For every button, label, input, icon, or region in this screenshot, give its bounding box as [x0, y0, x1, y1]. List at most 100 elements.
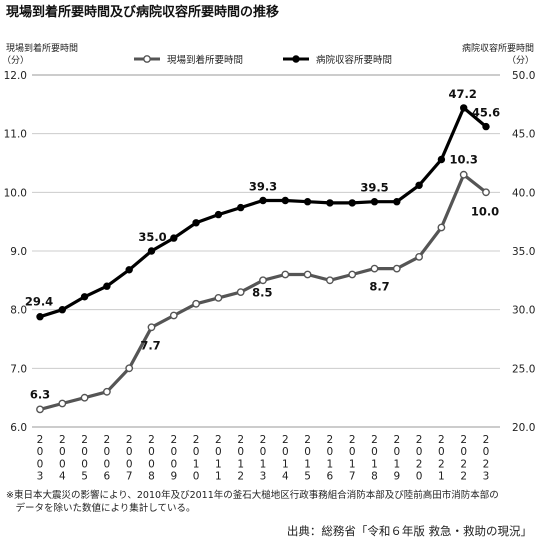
x-tick-digit: 0: [260, 446, 267, 458]
x-tick-digit: 1: [237, 458, 244, 470]
data-label-hospital: 47.2: [449, 87, 477, 101]
y-left-tick-label: 10.0: [4, 187, 27, 199]
x-tick-digit: 6: [104, 471, 111, 483]
data-label-arrival: 10.3: [450, 153, 478, 167]
point-hospital: [281, 196, 289, 205]
x-tick-digit: 2: [126, 434, 133, 446]
y-left-tick-label: 7.0: [10, 363, 27, 375]
point-arrival: [214, 293, 223, 302]
x-tick-digit: 2: [282, 434, 289, 446]
y-left-axis-unit: （分）: [2, 55, 29, 66]
x-tick-digit: 1: [327, 458, 334, 470]
x-tick-digit: 2: [416, 434, 423, 446]
point-hospital: [303, 198, 312, 206]
point-hospital: [237, 203, 245, 212]
legend-label-arrival: 現場到着所要時間: [167, 54, 243, 66]
point-hospital: [259, 196, 267, 205]
x-tick-digit: 2: [371, 434, 378, 446]
x-tick-digit: 2: [148, 434, 155, 446]
x-tick-digit: 3: [260, 471, 267, 483]
x-tick-digit: 2: [349, 434, 356, 446]
x-tick-digit: 0: [126, 458, 133, 470]
x-tick-digit: 7: [126, 471, 133, 483]
x-tick-digit: 0: [237, 446, 244, 458]
data-label-hospital: 29.4: [25, 295, 53, 309]
point-arrival: [459, 170, 468, 179]
data-label-arrival: 6.3: [30, 387, 50, 401]
point-hospital: [125, 266, 133, 274]
point-arrival: [192, 299, 201, 308]
x-tick-digit: 2: [327, 434, 334, 446]
point-arrival: [482, 188, 490, 197]
point-arrival: [103, 387, 111, 396]
x-tick-digit: 2: [460, 434, 467, 446]
x-tick-digit: 2: [416, 458, 423, 470]
x-tick-digit: 1: [393, 458, 400, 470]
data-label-hospital: 45.6: [472, 106, 500, 120]
point-arrival: [259, 276, 267, 285]
point-hospital: [437, 155, 446, 164]
x-tick-digit: 0: [104, 446, 111, 458]
series: [36, 104, 490, 414]
x-tick-digit: 4: [59, 471, 66, 483]
x-tick-digit: 4: [282, 471, 289, 483]
chart-title: 現場到着所要時間及び病院収容所要時間の推移: [6, 4, 279, 20]
x-tick-digit: 2: [483, 458, 490, 470]
x-tick-digit: 0: [37, 458, 44, 470]
x-tick-digit: 0: [371, 446, 378, 458]
point-hospital: [170, 234, 178, 242]
x-tick-digit: 0: [81, 446, 88, 458]
y-right-axis-title: 病院収容所要時間: [462, 42, 534, 54]
y-left-axis-title: 現場到着所要時間: [6, 42, 78, 54]
x-tick-digit: 2: [81, 434, 88, 446]
point-arrival: [125, 364, 134, 373]
x-tick-digit: 2: [260, 434, 267, 446]
x-tick-label: 2010: [193, 434, 200, 483]
data-label-arrival: 10.0: [471, 204, 499, 218]
x-tick-digit: 9: [170, 471, 177, 483]
x-tick-digit: 1: [304, 458, 311, 470]
x-tick-digit: 2: [37, 434, 44, 446]
x-tick-digit: 2: [438, 434, 445, 446]
x-tick-digit: 0: [215, 446, 222, 458]
x-tick-digit: 3: [37, 471, 44, 483]
x-tick-digit: 2: [170, 434, 177, 446]
x-tick-digit: 0: [416, 471, 423, 483]
data-label-hospital: 39.5: [360, 181, 388, 195]
x-tick-digit: 1: [349, 458, 356, 470]
x-tick-digit: 0: [81, 458, 88, 470]
point-arrival: [392, 264, 401, 273]
x-tick-digit: 0: [282, 446, 289, 458]
point-hospital: [348, 199, 356, 207]
point-hospital: [192, 219, 200, 227]
x-tick-digit: 1: [371, 458, 378, 470]
point-hospital: [482, 122, 490, 131]
y-left-tick-label: 9.0: [10, 246, 27, 258]
y-left-tick-label: 12.0: [4, 70, 27, 82]
x-tick-digit: 0: [483, 446, 490, 458]
x-tick-digit: 1: [215, 458, 222, 470]
x-tick-digit: 0: [460, 446, 467, 458]
source-credit: 出典：総務省「令和６年版 救急・救助の現況」: [287, 524, 532, 538]
legend-marker-hospital: [292, 55, 300, 63]
point-arrival: [437, 223, 446, 232]
point-hospital: [415, 181, 423, 190]
point-arrival: [236, 288, 245, 296]
point-hospital: [147, 247, 156, 255]
x-tick-digit: 1: [193, 458, 200, 470]
x-tick-digit: 2: [393, 434, 400, 446]
x-tick-digit: 8: [371, 471, 378, 483]
y-left-tick-label: 8.0: [10, 305, 27, 317]
point-arrival: [348, 270, 357, 279]
x-tick-digit: 9: [393, 471, 400, 483]
